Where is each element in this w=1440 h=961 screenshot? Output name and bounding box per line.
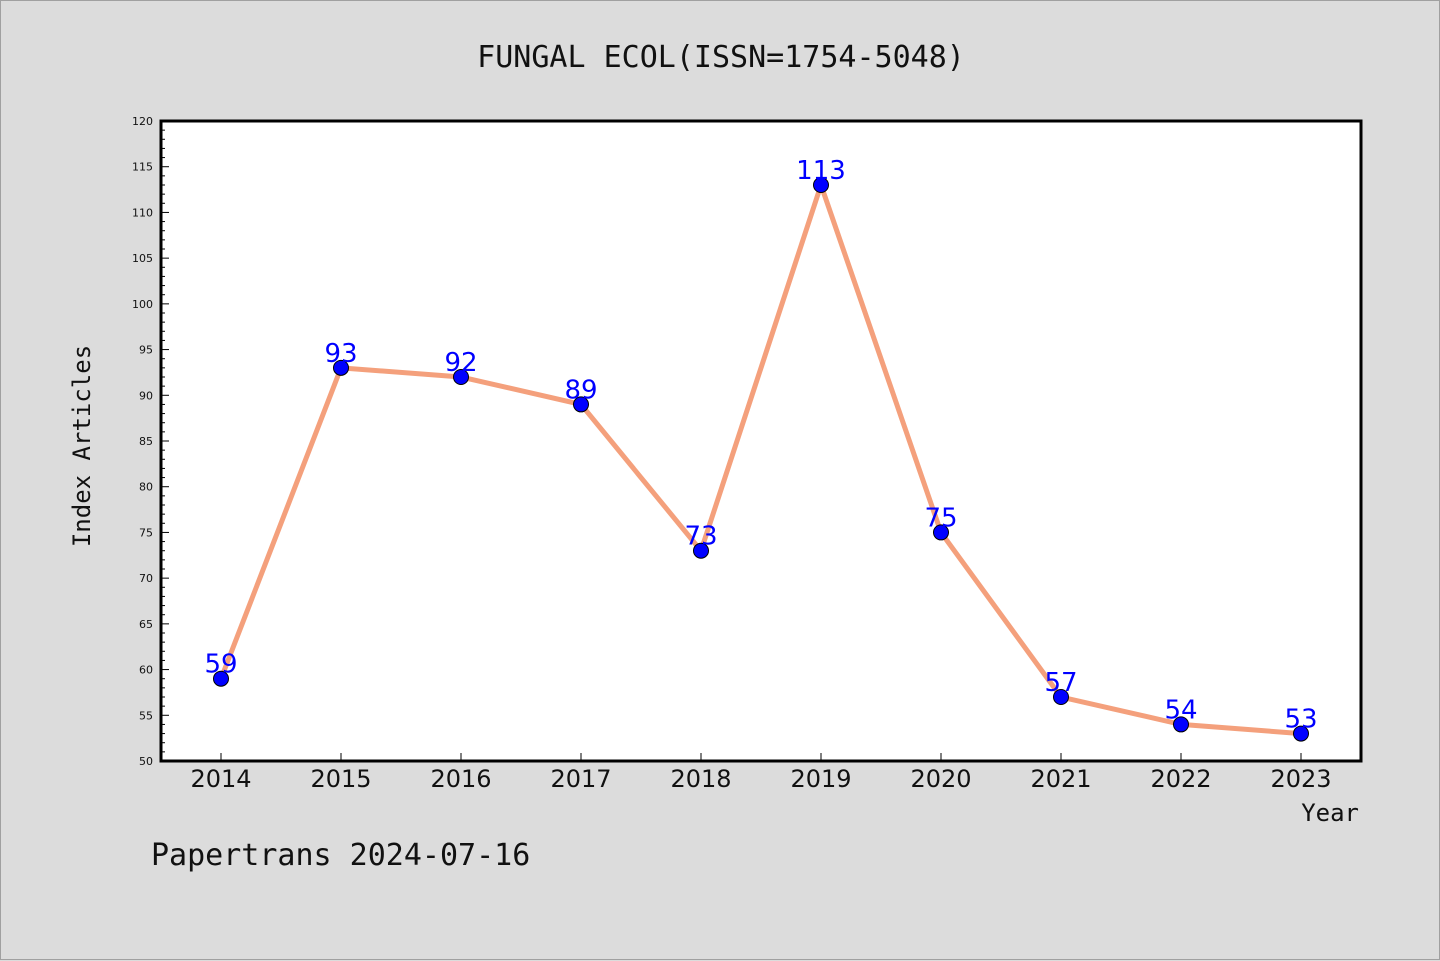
- data-label: 73: [684, 522, 717, 552]
- data-label: 57: [1044, 668, 1077, 698]
- data-point: [333, 359, 349, 376]
- data-point: [213, 670, 229, 687]
- data-point: [1173, 716, 1189, 733]
- data-point: [1293, 725, 1309, 742]
- data-point: [573, 396, 589, 413]
- data-label: 93: [324, 339, 357, 369]
- x-tick-label: 2022: [1150, 765, 1211, 793]
- data-label: 89: [564, 375, 597, 405]
- x-tick-label: 2015: [310, 765, 371, 793]
- data-label: 59: [204, 650, 237, 680]
- data-point: [933, 524, 949, 541]
- x-tick-label: 2018: [670, 765, 731, 793]
- x-axis: 2014 2015 2016 2017 2018 2019 2020 2021 2022 2023: [190, 753, 1332, 793]
- data-point: [693, 542, 709, 559]
- series-line: [218, 177, 1302, 737]
- x-tick-label: 2016: [430, 765, 491, 793]
- y-tick-label: 85: [139, 435, 153, 448]
- y-axis-title: Index Articles: [68, 345, 96, 547]
- y-axis: 50 55 60 65 70 75 80 85 90 95 100 105 110 115 120: [132, 115, 169, 768]
- data-label: 75: [924, 503, 957, 533]
- y-tick-label: 50: [139, 755, 153, 768]
- series-layer: 59 93 92 89 73 113 75 57 54 53: [204, 156, 1318, 742]
- x-tick-label: 2014: [190, 765, 251, 793]
- x-tick-label: 2017: [550, 765, 611, 793]
- footer-credit: Papertrans 2024-07-16: [151, 838, 530, 873]
- y-tick-label: 80: [139, 481, 153, 494]
- y-tick-label: 100: [132, 298, 153, 311]
- data-label: 54: [1164, 695, 1197, 725]
- data-point: [813, 177, 829, 193]
- data-point: [1053, 689, 1069, 705]
- y-tick-label: 110: [132, 206, 153, 219]
- y-tick-label: 75: [139, 526, 153, 539]
- data-label: 113: [796, 156, 846, 186]
- x-tick-label: 2019: [790, 765, 851, 793]
- chart-title: FUNGAL ECOL(ISSN=1754-5048): [477, 40, 965, 75]
- x-tick-label: 2021: [1030, 765, 1091, 793]
- y-tick-label: 105: [132, 252, 153, 265]
- y-tick-label: 90: [139, 389, 153, 402]
- y-tick-label: 55: [139, 709, 153, 722]
- plot-area: [159, 119, 1363, 763]
- y-tick-label: 60: [139, 664, 153, 677]
- data-label: 92: [444, 348, 477, 378]
- data-point: [453, 369, 469, 385]
- y-tick-label: 95: [139, 344, 153, 357]
- y-tick-label: 70: [139, 572, 153, 585]
- data-label: 53: [1284, 705, 1317, 735]
- x-tick-label: 2023: [1270, 765, 1331, 793]
- x-tick-label: 2020: [910, 765, 971, 793]
- x-axis-title: Year: [1301, 799, 1359, 827]
- y-tick-label: 120: [132, 115, 153, 128]
- y-tick-label: 65: [139, 618, 153, 631]
- y-tick-label: 115: [132, 161, 153, 174]
